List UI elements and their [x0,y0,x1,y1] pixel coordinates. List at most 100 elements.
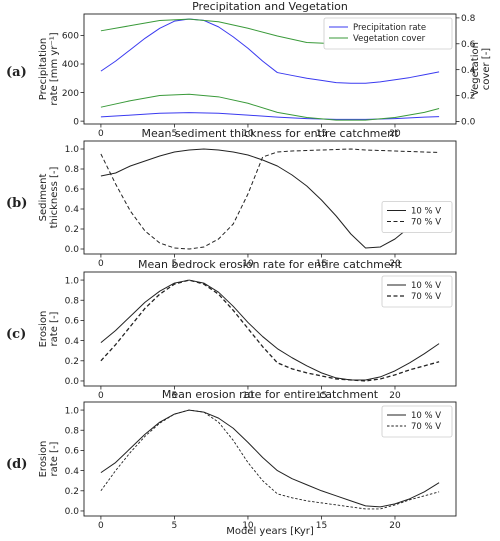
legend-label: Vegetation cover [353,34,426,44]
x-tick-label: 0 [98,259,104,269]
x-tick-label: 15 [316,259,327,269]
x-tick-label: 20 [389,129,401,139]
legend-label: 10 % V [411,281,441,291]
y-axis-label: Precipitationrate [mm yr⁻¹] [38,32,60,105]
y-axis-label-line: thickness [-] [49,166,60,228]
y-tick-label: 400 [62,60,79,70]
legend-box [381,201,453,233]
panel-title: Mean bedrock erosion rate for entire cat… [138,258,403,271]
y-tick-label: 1.0 [65,406,80,416]
x-tick-label: 5 [172,521,178,531]
x-tick-label: 15 [316,129,327,139]
axes-frame [83,271,457,387]
x-tick-label: 0 [98,391,104,401]
y-right-axis-label-line: Vegetation [470,42,481,96]
y-tick-label: 0.4 [65,467,80,477]
y-right-axis-label: Vegetationcover [-] [470,42,492,96]
legend-label: 70 % V [411,422,441,432]
legend-label: 10 % V [411,207,441,217]
axes-frame [83,140,457,255]
legend-label: 70 % V [411,292,441,302]
series-line-precipitation-rate [100,18,440,84]
y-right-tick-label: 0.8 [461,14,476,24]
x-tick-label: 5 [172,259,178,269]
panel-title: Mean sediment thickness for entire catch… [142,127,400,140]
series-line [100,112,440,120]
y-axis-label-line: rate [-] [49,441,60,476]
legend-box [323,17,453,50]
y-right-tick-label: 0.6 [461,40,476,50]
y-tick-label: 0.0 [65,377,80,387]
y-tick-label: 0.2 [65,357,79,367]
panel-letter: (d) [6,457,27,472]
x-tick-label: 0 [98,521,104,531]
y-tick-label: 0.6 [65,185,80,195]
y-axis-label-line: Erosion [38,441,49,478]
legend: 10 % V70 % V [381,201,453,233]
y-tick-label: 0.2 [65,225,79,235]
y-tick-label: 0.4 [65,337,80,347]
y-axis-label-line: rate [-] [49,311,60,346]
legend-label: Precipitation rate [353,23,426,33]
y-tick-label: 1.0 [65,276,80,286]
axes-frame [83,13,457,125]
y-tick-label: 0.8 [65,165,80,175]
series-line-10-v [100,409,440,508]
legend: 10 % V70 % V [381,275,453,308]
y-tick-label: 0.8 [65,426,80,436]
x-tick-label: 20 [389,259,401,269]
x-tick-label: 20 [389,391,401,401]
series-line-70-v [100,409,440,510]
y-axis-label-line: Precipitation [38,38,49,101]
y-tick-label: 0.6 [65,447,80,457]
x-tick-label: 10 [242,521,254,531]
y-axis-label-line: Erosion [38,311,49,348]
y-axis-label-line: rate [mm yr⁻¹] [49,32,60,105]
y-tick-label: 0.8 [65,296,80,306]
series-line-70-v [100,148,440,250]
series-line-10-v [100,279,440,381]
y-tick-label: 0.0 [65,507,80,517]
y-tick-label: 0.6 [65,317,80,327]
x-tick-label: 5 [172,391,178,401]
panel-d: (d) Mean erosion rate for entire catchmen… [6,388,457,531]
y-axis-label-line: Sediment [38,174,49,222]
x-tick-label: 10 [242,259,254,269]
x-tick-label: 5 [172,129,178,139]
axes-frame [83,401,457,517]
y-right-tick-label: 0.4 [461,66,476,76]
panel-letter: (b) [6,196,27,211]
x-tick-label: 20 [389,521,401,531]
panel-title: Mean erosion rate for entire catchment [162,388,379,401]
y-tick-label: 0 [73,117,79,127]
x-tick-label: 15 [316,521,327,531]
panel-title: Precipitation and Vegetation [192,0,348,13]
x-tick-label: 10 [242,129,254,139]
legend-box [381,275,453,308]
panel-letter: (c) [6,327,26,342]
panel-c: (c) Mean bedrock erosion rate for entire … [6,258,457,401]
legend: 10 % V70 % V [381,405,453,438]
legend-label: 70 % V [411,218,441,228]
series-line-10-v [100,148,440,249]
x-tick-label: 15 [316,391,327,401]
x-axis-label: Model years [Kyr] [226,526,314,537]
y-tick-label: 0.4 [65,205,80,215]
y-tick-label: 1.0 [65,145,80,155]
x-tick-label: 0 [98,129,104,139]
y-right-axis-label-line: cover [-] [481,48,492,90]
y-tick-label: 200 [62,89,79,99]
y-right-tick-label: 0.2 [461,92,475,102]
y-tick-label: 600 [62,32,79,42]
y-axis-label: Erosionrate [-] [38,311,60,348]
y-axis-label: Erosionrate [-] [38,441,60,478]
legend-box [381,405,453,438]
y-axis-label: Sedimentthickness [-] [38,166,60,228]
x-tick-label: 10 [242,391,254,401]
y-right-tick-label: 0.0 [461,118,476,128]
y-tick-label: 0.0 [65,245,80,255]
